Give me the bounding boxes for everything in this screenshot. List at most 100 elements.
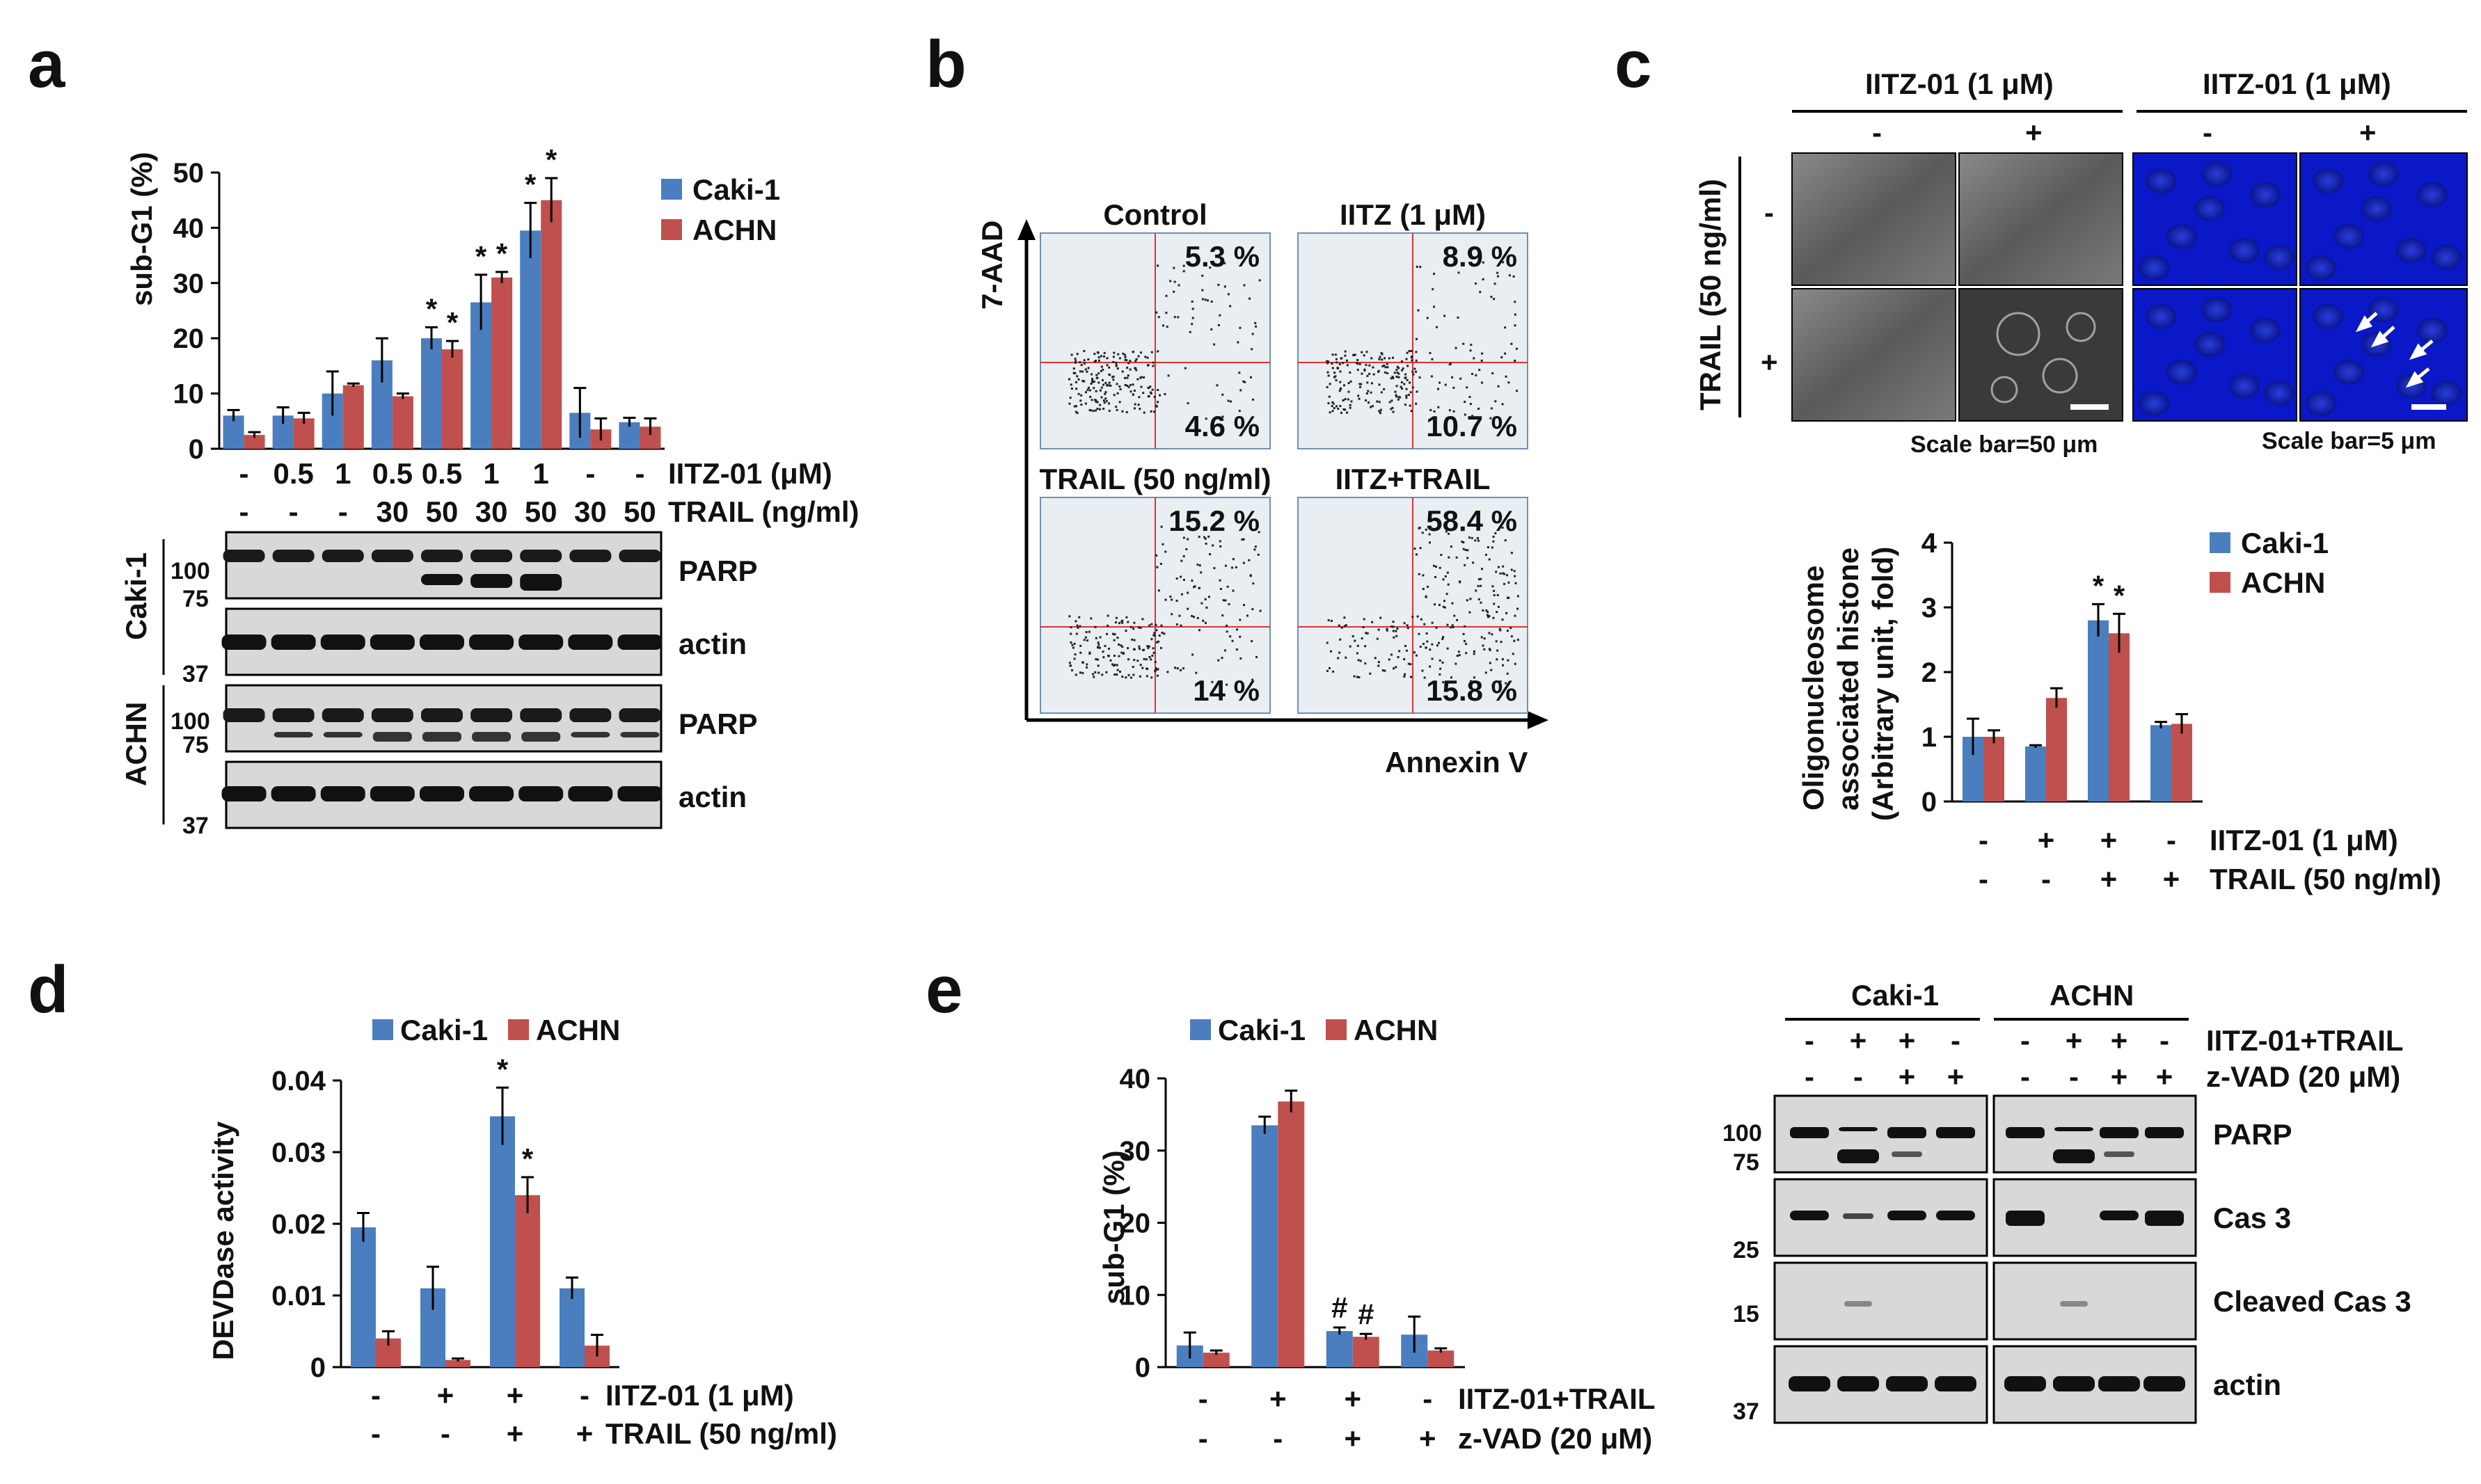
flow-dot: [1397, 396, 1400, 399]
c-cond-0-1: +: [2038, 824, 2055, 856]
e-blot-zvad-0-3: +: [1947, 1060, 1965, 1093]
flow-dot: [1094, 409, 1097, 412]
flow-dot: [1514, 614, 1516, 617]
flow-dot: [1088, 389, 1091, 392]
flow-dot: [1239, 657, 1242, 660]
flow-dot: [1118, 385, 1121, 388]
flow-dot: [1407, 662, 1410, 665]
flow-dot: [1124, 353, 1127, 356]
flow-dot: [1100, 386, 1103, 389]
flow-dot: [1068, 662, 1071, 664]
flow-dot: [1116, 669, 1119, 671]
flow-dot: [1255, 655, 1258, 658]
flow-dot: [1071, 669, 1074, 671]
flow-dot: [1176, 667, 1179, 670]
flow-dot: [1076, 353, 1079, 356]
flow-dot: [1493, 603, 1496, 605]
flow-dot: [1100, 365, 1103, 368]
a-band-achn-parp-2: [322, 708, 364, 722]
nucleus-2-4: [2229, 374, 2260, 399]
flow-dot: [1415, 553, 1418, 556]
flow-dot: [1095, 400, 1097, 403]
c-ytick-label-0: 0: [1921, 787, 1937, 817]
e-band-parp-1-2: [2100, 1127, 2139, 1138]
micro-row-sign-1: -: [1764, 196, 1774, 229]
flow-dot: [1162, 324, 1165, 327]
flow-dot: [1462, 342, 1465, 345]
flow-dot: [1466, 599, 1468, 602]
flow-dot: [1512, 275, 1515, 278]
e-band-parp-1-3: [2145, 1127, 2184, 1138]
flow-dot: [1410, 410, 1413, 413]
flow-dot: [1204, 298, 1207, 301]
flow-dot: [1344, 398, 1347, 401]
flow-dot: [1102, 399, 1105, 402]
flow-dot: [1425, 528, 1427, 531]
flow-dot: [1213, 343, 1216, 346]
flow-dot: [1178, 614, 1181, 617]
flow-dot: [1095, 374, 1098, 376]
flow-dot: [1116, 383, 1118, 385]
flow-dot: [1223, 285, 1226, 288]
flow-dot: [1200, 602, 1203, 605]
e-band-ccas3-0-1: [1844, 1301, 1872, 1307]
flow-dot: [1113, 394, 1116, 397]
flow-dot: [1413, 548, 1416, 550]
flow-dot: [1451, 376, 1454, 378]
flow-dot: [1118, 357, 1121, 360]
flow-dot: [1412, 373, 1415, 376]
e-band-parp-1-1: [2054, 1127, 2093, 1131]
flow-dot: [1342, 362, 1345, 365]
flow-dot: [1349, 371, 1352, 374]
flow-dot: [1258, 279, 1261, 282]
flow-dot: [1079, 651, 1082, 654]
flow-dot: [1122, 652, 1125, 655]
flow-dot: [1244, 381, 1246, 383]
flow-dot: [1095, 637, 1097, 639]
e-hash-0: #: [1331, 1291, 1347, 1324]
flow-dot: [1086, 639, 1089, 642]
flow-dots-2: [1068, 525, 1262, 686]
a-band-caki-actin-8: [617, 635, 663, 650]
flow-dot: [1465, 643, 1468, 646]
flow-dot: [1083, 362, 1086, 365]
flow-dot: [1099, 636, 1102, 639]
panel-a-chart: sub-G1 (%) 0 10 20 30 40 50 * * * * * *: [125, 143, 665, 465]
flow-dot: [1191, 317, 1194, 319]
flow-dot: [1150, 623, 1153, 625]
flow-dot: [1174, 667, 1177, 669]
flow-dot: [1255, 325, 1258, 328]
flow-dot: [1109, 659, 1112, 662]
flow-dot: [1115, 361, 1118, 364]
flow-dot: [1391, 376, 1394, 378]
flow-dot: [1090, 409, 1093, 412]
flow-dot: [1093, 387, 1095, 390]
e-blot-group-achn: ACHN: [2050, 979, 2134, 1012]
flow-dot: [1403, 658, 1406, 661]
flow-dot: [1121, 370, 1124, 373]
flow-dot: [1095, 399, 1097, 402]
flow-dot: [1383, 364, 1386, 367]
nucleus-0-4: [2229, 238, 2260, 263]
flow-dot: [1343, 616, 1346, 619]
flow-dot: [1343, 625, 1346, 628]
e-band-actin-1-3: [2143, 1376, 2185, 1391]
flow-dot: [1378, 410, 1381, 413]
flow-dot: [1173, 316, 1176, 319]
e-mw-100: 100: [1722, 1120, 1762, 1147]
legend-caki-label: Caki-1: [692, 173, 780, 206]
flow-dot: [1185, 548, 1188, 550]
flow-dot: [1137, 626, 1140, 629]
nucleus-1-0: [2313, 168, 2343, 193]
flow-dot: [1331, 401, 1334, 404]
flow-dot: [1331, 353, 1334, 356]
e-band-parp-cl-0-2: [1892, 1151, 1922, 1157]
flow-dot: [1386, 372, 1389, 374]
flow-dot: [1471, 415, 1474, 417]
a-band-caki-parp-2: [322, 550, 364, 562]
flow-dot: [1104, 644, 1107, 647]
flow-dot: [1139, 675, 1141, 678]
flow-dot: [1075, 405, 1078, 408]
flow-dot: [1103, 351, 1106, 354]
flow-dot: [1406, 351, 1409, 354]
